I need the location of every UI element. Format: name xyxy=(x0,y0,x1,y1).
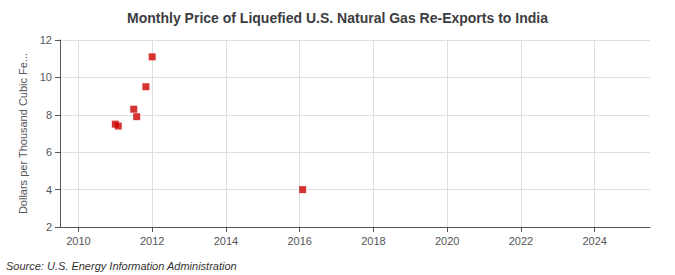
svg-text:2018: 2018 xyxy=(361,235,385,247)
svg-text:4: 4 xyxy=(46,184,52,196)
svg-text:2016: 2016 xyxy=(287,235,311,247)
svg-text:2012: 2012 xyxy=(140,235,164,247)
svg-text:2010: 2010 xyxy=(66,235,90,247)
svg-text:2: 2 xyxy=(46,221,52,233)
svg-text:Monthly Price of Liquefied U.S: Monthly Price of Liquefied U.S. Natural … xyxy=(127,10,548,26)
svg-text:2020: 2020 xyxy=(435,235,459,247)
svg-text:8: 8 xyxy=(46,109,52,121)
svg-text:12: 12 xyxy=(40,34,52,46)
svg-text:2022: 2022 xyxy=(509,235,533,247)
svg-text:Source: U.S. Energy Informatio: Source: U.S. Energy Information Administ… xyxy=(6,260,237,272)
svg-text:10: 10 xyxy=(40,71,52,83)
svg-text:6: 6 xyxy=(46,146,52,158)
svg-text:2024: 2024 xyxy=(582,235,606,247)
svg-text:2014: 2014 xyxy=(214,235,238,247)
svg-text:Dollars per Thousand Cubic Fe.: Dollars per Thousand Cubic Fe... xyxy=(17,53,29,214)
